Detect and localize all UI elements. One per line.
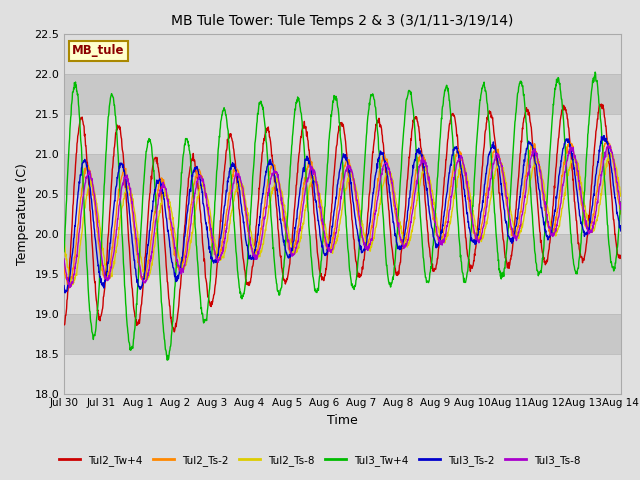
- Tul3_Ts-8: [378, 171, 385, 177]
- Tul2_Tw+4: [126, 252, 134, 257]
- Line: Tul2_Ts-2: Tul2_Ts-2: [64, 139, 621, 288]
- Bar: [64, 193, 621, 234]
- Tul3_Ts-2: [104, 263, 111, 268]
- Tul2_Ts-2: [60, 262, 68, 268]
- X-axis label: Time: Time: [327, 414, 358, 427]
- Tul3_Tw+4: [318, 247, 326, 253]
- Line: Tul2_Tw+4: Tul2_Tw+4: [64, 104, 621, 332]
- Tul3_Ts-2: [308, 172, 316, 178]
- Tul3_Ts-2: [600, 133, 608, 139]
- Tul2_Tw+4: [308, 183, 316, 189]
- Legend: Tul2_Tw+4, Tul2_Ts-2, Tul2_Ts-8, Tul3_Tw+4, Tul3_Ts-2, Tul3_Ts-8: Tul2_Tw+4, Tul2_Ts-2, Tul2_Ts-8, Tul3_Tw…: [55, 451, 585, 470]
- Tul2_Ts-2: [66, 285, 74, 290]
- Tul2_Tw+4: [378, 124, 385, 130]
- Tul3_Ts-8: [308, 164, 316, 170]
- Tul2_Ts-8: [308, 178, 316, 183]
- Tul3_Tw+4: [297, 108, 305, 114]
- Bar: [64, 73, 621, 114]
- Tul2_Tw+4: [60, 322, 68, 328]
- Tul3_Ts-8: [604, 143, 612, 148]
- Tul3_Ts-2: [126, 217, 134, 223]
- Tul2_Tw+4: [318, 276, 326, 282]
- Tul2_Ts-8: [318, 204, 326, 209]
- Title: MB Tule Tower: Tule Temps 2 & 3 (3/1/11-3/19/14): MB Tule Tower: Tule Temps 2 & 3 (3/1/11-…: [172, 14, 513, 28]
- Tul3_Ts-8: [126, 187, 134, 193]
- Text: MB_tule: MB_tule: [72, 44, 125, 58]
- Tul3_Ts-8: [60, 256, 68, 262]
- Tul2_Ts-8: [126, 189, 134, 195]
- Tul2_Tw+4: [103, 252, 111, 258]
- Tul2_Ts-2: [126, 188, 134, 193]
- Tul2_Tw+4: [598, 101, 605, 107]
- Tul2_Tw+4: [617, 252, 625, 258]
- Tul3_Tw+4: [126, 343, 134, 348]
- Tul2_Ts-8: [60, 238, 68, 244]
- Tul2_Tw+4: [170, 329, 178, 335]
- Tul3_Ts-8: [297, 220, 305, 226]
- Tul2_Ts-8: [297, 234, 305, 240]
- Tul2_Ts-2: [297, 206, 305, 212]
- Bar: [64, 154, 621, 193]
- Tul3_Tw+4: [163, 357, 171, 363]
- Tul3_Ts-2: [60, 283, 68, 288]
- Tul2_Tw+4: [297, 135, 305, 141]
- Tul3_Ts-8: [617, 206, 625, 212]
- Tul2_Ts-2: [617, 208, 625, 214]
- Y-axis label: Temperature (C): Temperature (C): [16, 163, 29, 264]
- Bar: [64, 274, 621, 313]
- Tul2_Ts-2: [378, 163, 385, 169]
- Tul3_Ts-2: [617, 228, 625, 234]
- Tul3_Tw+4: [103, 132, 111, 138]
- Tul3_Tw+4: [591, 69, 599, 75]
- Tul2_Ts-8: [68, 283, 76, 289]
- Tul3_Ts-2: [318, 244, 326, 250]
- Tul3_Tw+4: [617, 199, 625, 205]
- Line: Tul3_Ts-2: Tul3_Ts-2: [64, 136, 621, 293]
- Bar: [64, 34, 621, 73]
- Tul3_Ts-2: [297, 184, 305, 190]
- Tul3_Ts-8: [66, 285, 74, 290]
- Tul2_Ts-8: [607, 150, 615, 156]
- Tul2_Ts-8: [378, 192, 385, 198]
- Tul2_Ts-2: [318, 222, 326, 228]
- Tul3_Tw+4: [378, 183, 385, 189]
- Tul3_Ts-2: [378, 149, 385, 155]
- Tul2_Ts-8: [104, 271, 111, 276]
- Line: Tul3_Ts-8: Tul3_Ts-8: [64, 145, 621, 288]
- Tul2_Ts-2: [104, 277, 111, 283]
- Tul3_Ts-8: [318, 218, 326, 224]
- Bar: [64, 354, 621, 394]
- Tul2_Ts-8: [617, 193, 625, 199]
- Tul2_Ts-2: [602, 136, 610, 142]
- Bar: [64, 114, 621, 154]
- Tul3_Tw+4: [60, 249, 68, 254]
- Bar: [64, 313, 621, 354]
- Bar: [64, 234, 621, 274]
- Tul3_Ts-2: [61, 290, 69, 296]
- Tul3_Ts-8: [104, 277, 111, 283]
- Line: Tul3_Tw+4: Tul3_Tw+4: [64, 72, 621, 360]
- Line: Tul2_Ts-8: Tul2_Ts-8: [64, 153, 621, 286]
- Tul2_Ts-2: [308, 163, 316, 168]
- Tul3_Tw+4: [308, 265, 316, 271]
